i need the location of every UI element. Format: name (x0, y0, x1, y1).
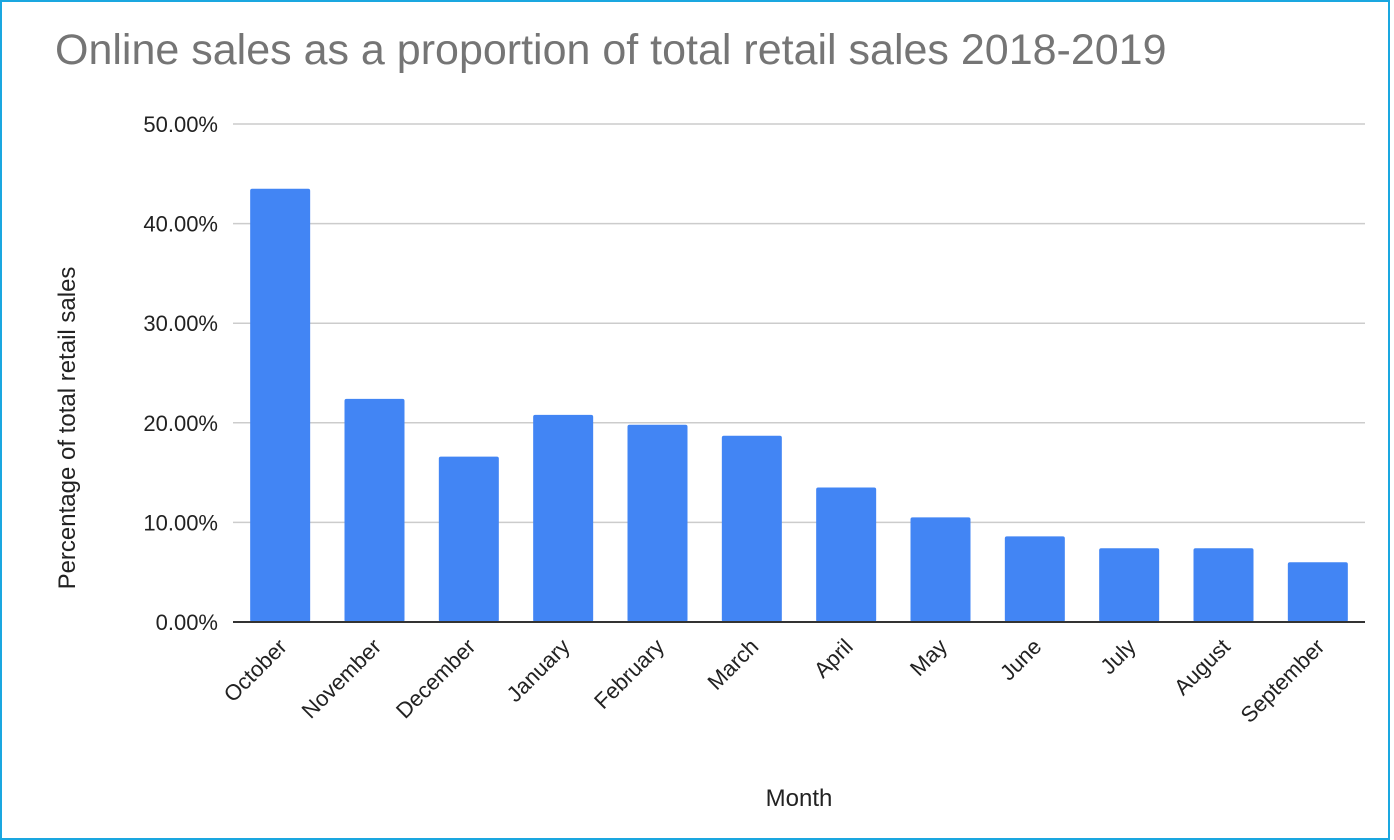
bar-march[interactable] (721, 435, 782, 622)
bar-august[interactable] (1193, 548, 1254, 622)
x-tick-label: December (391, 634, 480, 723)
x-tick-label: October (219, 634, 292, 707)
bar-december[interactable] (438, 456, 499, 622)
bar-november[interactable] (344, 398, 405, 622)
bar-may[interactable] (910, 517, 971, 622)
bars (233, 188, 1365, 623)
bar-october[interactable] (250, 188, 311, 623)
x-axis-ticks: October November December January February Ma… (219, 634, 1330, 728)
x-tick-label: July (1095, 634, 1140, 679)
y-tick-label: 10.00% (143, 510, 218, 535)
y-tick-label: 20.00% (143, 411, 218, 436)
y-tick-label: 50.00% (143, 112, 218, 137)
bar-september[interactable] (1287, 562, 1348, 622)
x-tick-label: June (995, 634, 1046, 685)
y-axis-title: Percentage of total retail sales (54, 267, 81, 590)
y-tick-label: 30.00% (143, 311, 218, 336)
bar-january[interactable] (533, 414, 594, 622)
x-tick-label: January (502, 634, 575, 707)
x-tick-label: May (905, 634, 952, 681)
x-tick-label: April (809, 634, 858, 683)
y-tick-label: 0.00% (156, 610, 218, 635)
x-tick-label: September (1236, 634, 1330, 728)
x-tick-label: March (702, 634, 763, 695)
chart-title: Online sales as a proportion of total re… (55, 26, 1167, 74)
bar-april[interactable] (816, 487, 877, 622)
x-tick-label: November (297, 634, 386, 723)
gridlines (233, 123, 1365, 524)
bar-june[interactable] (1004, 536, 1065, 622)
x-axis-title: Month (766, 785, 833, 812)
bar-february[interactable] (627, 424, 688, 622)
y-tick-label: 40.00% (143, 212, 218, 237)
y-axis-ticks: 0.00% 10.00% 20.00% 30.00% 40.00% 50.00% (143, 112, 218, 635)
x-tick-label: August (1169, 634, 1235, 700)
x-tick-label: February (589, 634, 669, 714)
bar-july[interactable] (1099, 548, 1160, 622)
